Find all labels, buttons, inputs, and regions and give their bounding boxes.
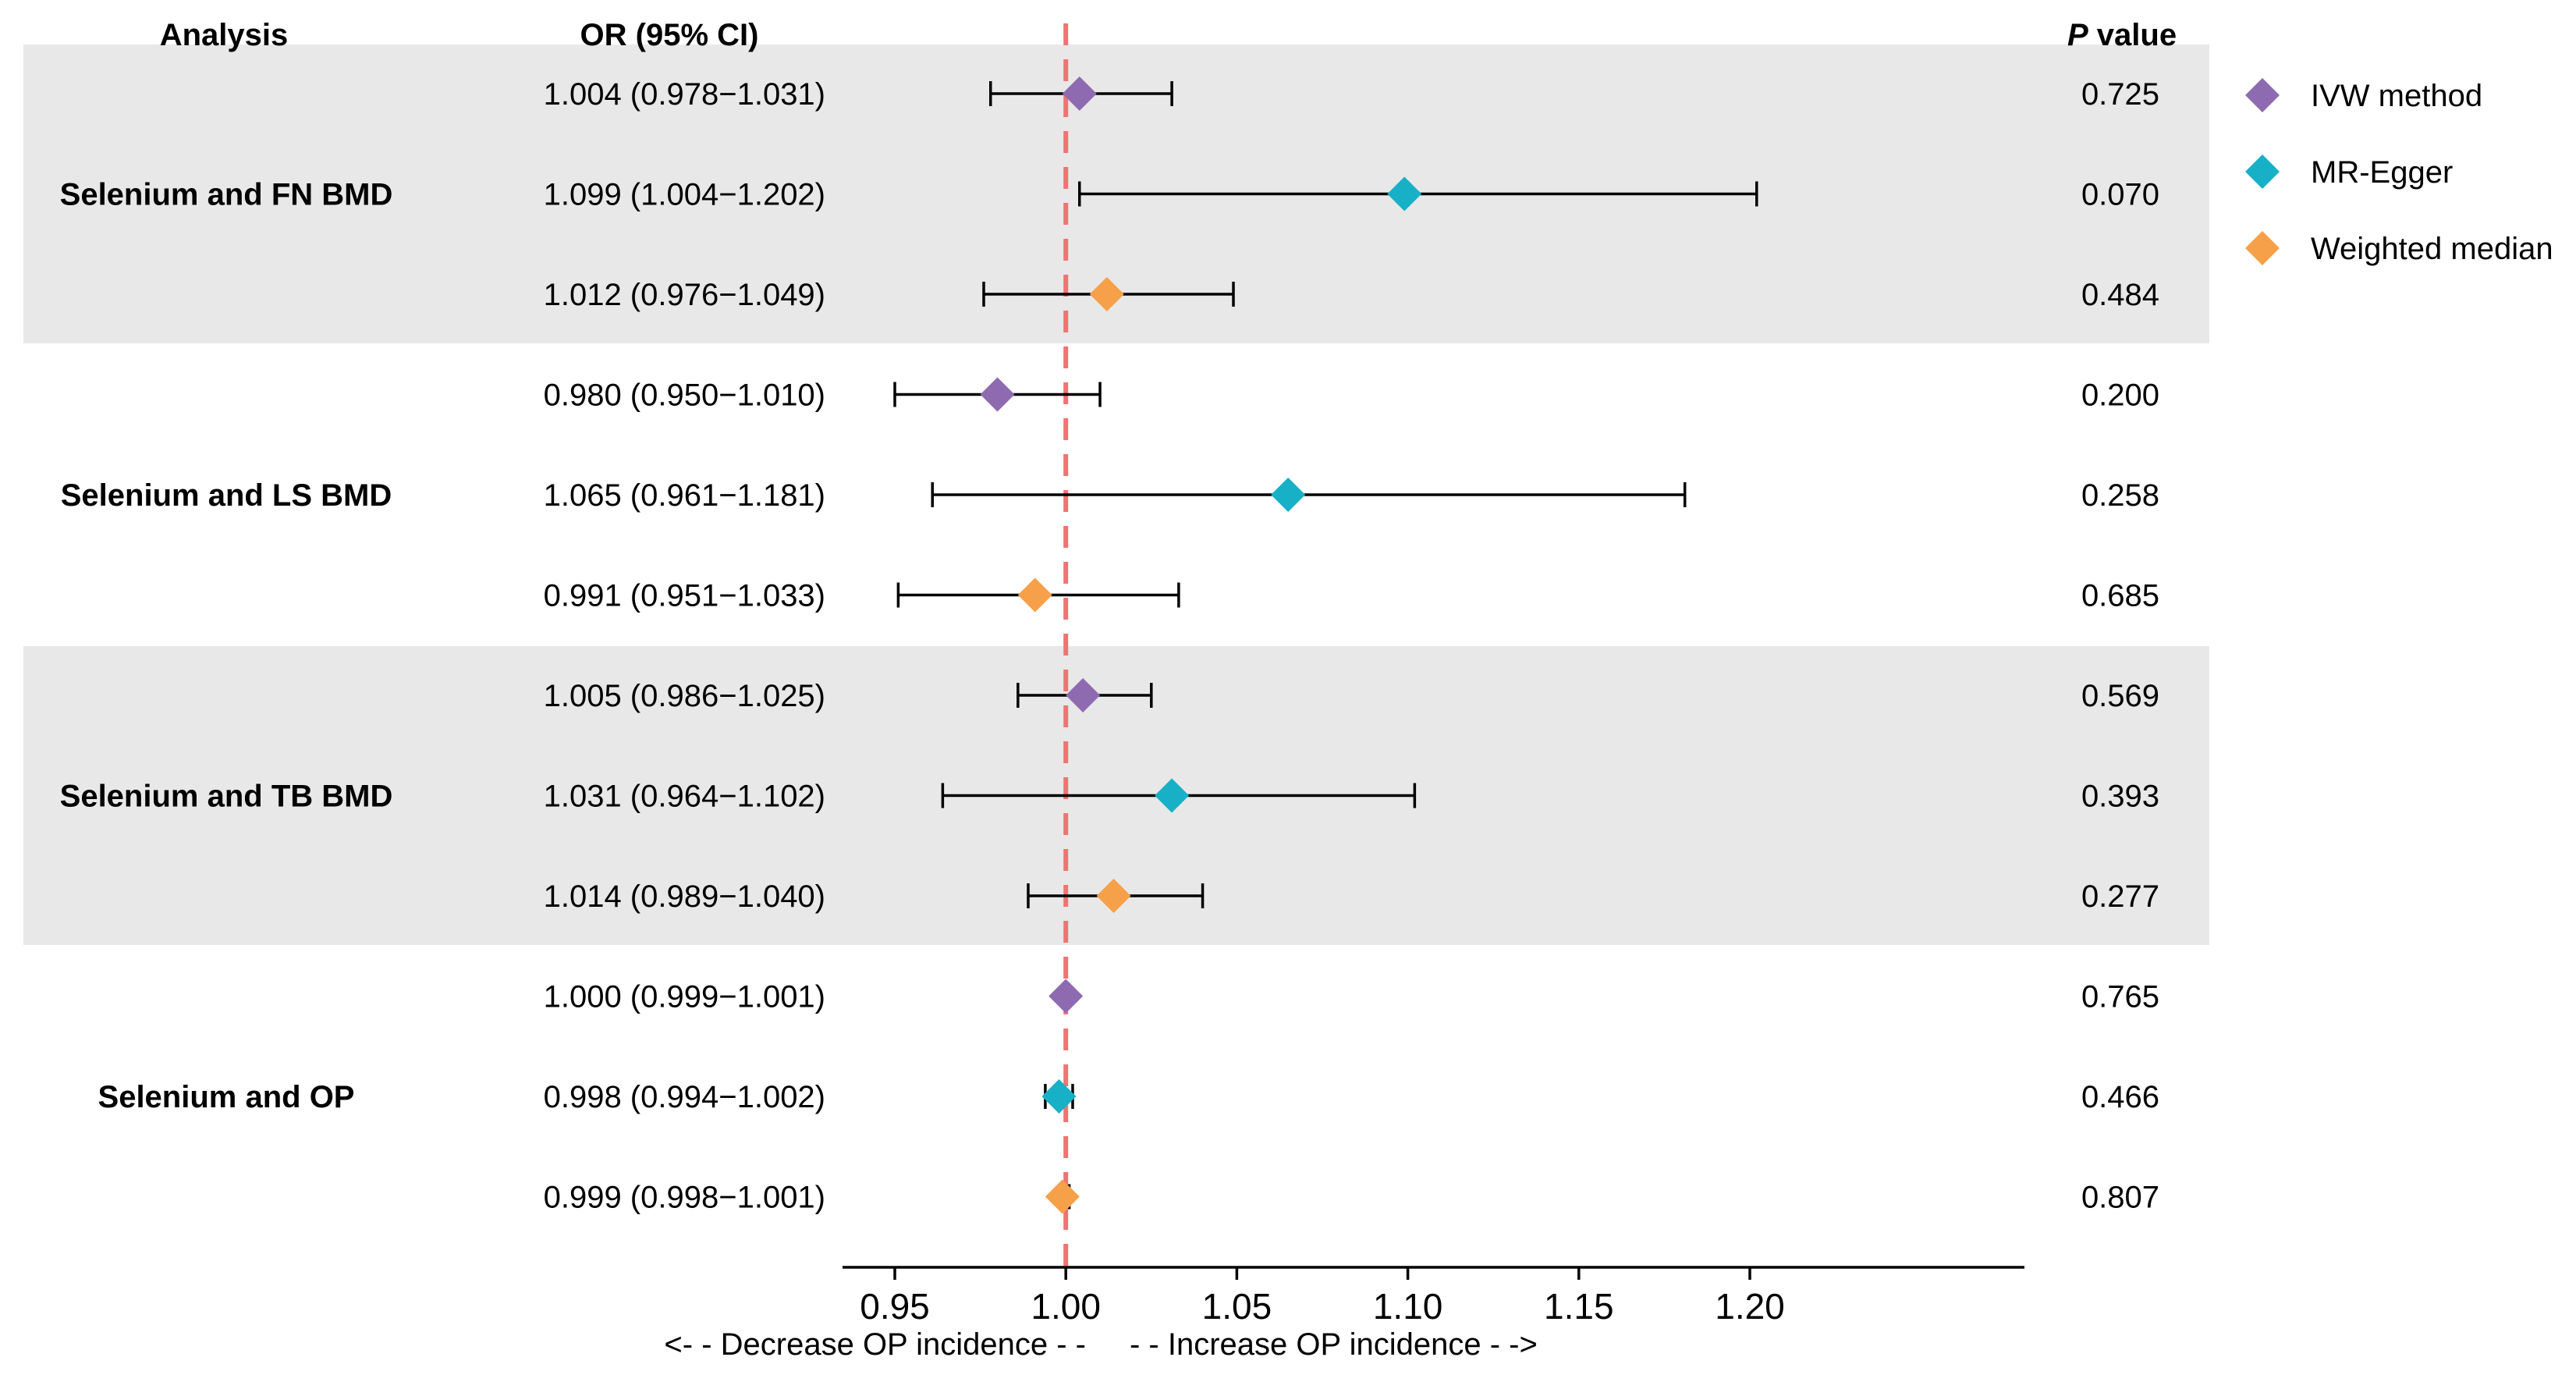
or-ci-text: 0.998 (0.994−1.002) bbox=[544, 1080, 825, 1114]
group-label: Selenium and TB BMD bbox=[60, 780, 393, 814]
legend: IVW method MR-Egger Weighted median bbox=[2245, 78, 2553, 266]
or-ci-text: 1.005 (0.986−1.025) bbox=[544, 679, 825, 713]
p-header-rest: value bbox=[2088, 18, 2177, 52]
x-tick-label: 0.95 bbox=[860, 1286, 930, 1327]
estimate-point bbox=[1041, 1079, 1077, 1114]
x-tick-label: 1.20 bbox=[1715, 1286, 1785, 1327]
x-tick-label: 1.05 bbox=[1202, 1286, 1272, 1327]
group-label: Selenium and FN BMD bbox=[60, 178, 393, 212]
p-value-text: 0.393 bbox=[2081, 780, 2159, 814]
p-value-text: 0.685 bbox=[2081, 579, 2159, 613]
or-ci-text: 1.000 (0.999−1.001) bbox=[544, 980, 825, 1014]
p-value-text: 0.569 bbox=[2081, 679, 2159, 713]
or-ci-text: 0.999 (0.998−1.001) bbox=[544, 1181, 825, 1215]
p-header-italic: P bbox=[2067, 18, 2088, 52]
x-tick-label: 1.15 bbox=[1544, 1286, 1614, 1327]
estimate-point bbox=[1089, 277, 1124, 311]
estimate-point bbox=[1045, 1179, 1080, 1214]
p-value-text: 0.258 bbox=[2081, 478, 2159, 513]
group-label: Selenium and LS BMD bbox=[61, 478, 392, 513]
p-value-text: 0.725 bbox=[2081, 77, 2159, 112]
group-labels: Selenium and FN BMD Selenium and LS BMD Se… bbox=[60, 178, 393, 1115]
or-ci-text: 1.065 (0.961−1.181) bbox=[544, 478, 825, 513]
estimate-point bbox=[1062, 76, 1097, 111]
increase-direction-label: - - Increase OP incidence - -> bbox=[1130, 1327, 1538, 1362]
column-headers: Analysis OR (95% CI) P value bbox=[160, 18, 2177, 52]
x-tick-label: 1.10 bbox=[1373, 1286, 1443, 1327]
p-value-text: 0.200 bbox=[2081, 378, 2159, 413]
p-value-text: 0.484 bbox=[2081, 278, 2159, 312]
estimate-point bbox=[1048, 979, 1084, 1014]
decrease-direction-label: <- - Decrease OP incidence - - bbox=[664, 1327, 1086, 1362]
or-header: OR (95% CI) bbox=[580, 18, 759, 52]
or-ci-text: 1.031 (0.964−1.102) bbox=[544, 780, 825, 814]
estimate-point bbox=[1066, 678, 1101, 712]
legend-label: IVW method bbox=[2311, 79, 2482, 113]
estimate-point bbox=[1096, 879, 1131, 913]
p-value-text: 0.807 bbox=[2081, 1181, 2159, 1215]
or-ci-text: 1.004 (0.978−1.031) bbox=[544, 77, 825, 112]
or-ci-text: 0.980 (0.950−1.010) bbox=[544, 378, 825, 413]
x-axis: 0.95 1.00 1.05 1.10 1.15 1.20 bbox=[843, 1266, 2024, 1327]
or-ci-text: 1.014 (0.989−1.040) bbox=[544, 879, 825, 914]
p-value-header: P value bbox=[2067, 18, 2177, 52]
p-value-text: 0.070 bbox=[2081, 178, 2159, 212]
estimate-point bbox=[1155, 778, 1190, 813]
direction-labels: <- - Decrease OP incidence - - - - Incre… bbox=[664, 1327, 1537, 1362]
p-value-text: 0.765 bbox=[2081, 980, 2159, 1014]
p-value-text: 0.277 bbox=[2081, 879, 2159, 914]
or-ci-text: 1.012 (0.976−1.049) bbox=[544, 278, 825, 312]
legend-marker bbox=[2245, 231, 2280, 265]
group-label: Selenium and OP bbox=[98, 1080, 355, 1114]
analysis-header: Analysis bbox=[160, 18, 289, 52]
or-ci-text: 0.991 (0.951−1.033) bbox=[544, 579, 825, 613]
legend-marker bbox=[2245, 78, 2280, 112]
legend-marker bbox=[2245, 155, 2280, 189]
estimate-rows: 1.004 (0.978−1.031) 0.725 1.099 (1.004−1.2… bbox=[544, 76, 2159, 1215]
x-tick-label: 1.00 bbox=[1031, 1286, 1101, 1327]
estimate-point bbox=[1017, 577, 1052, 613]
estimate-point bbox=[1387, 176, 1422, 211]
legend-label: MR-Egger bbox=[2311, 155, 2453, 190]
estimate-point bbox=[980, 377, 1015, 412]
p-value-text: 0.466 bbox=[2081, 1080, 2159, 1114]
estimate-point bbox=[1271, 478, 1306, 512]
legend-label: Weighted median bbox=[2311, 232, 2553, 266]
or-ci-text: 1.099 (1.004−1.202) bbox=[544, 178, 825, 212]
